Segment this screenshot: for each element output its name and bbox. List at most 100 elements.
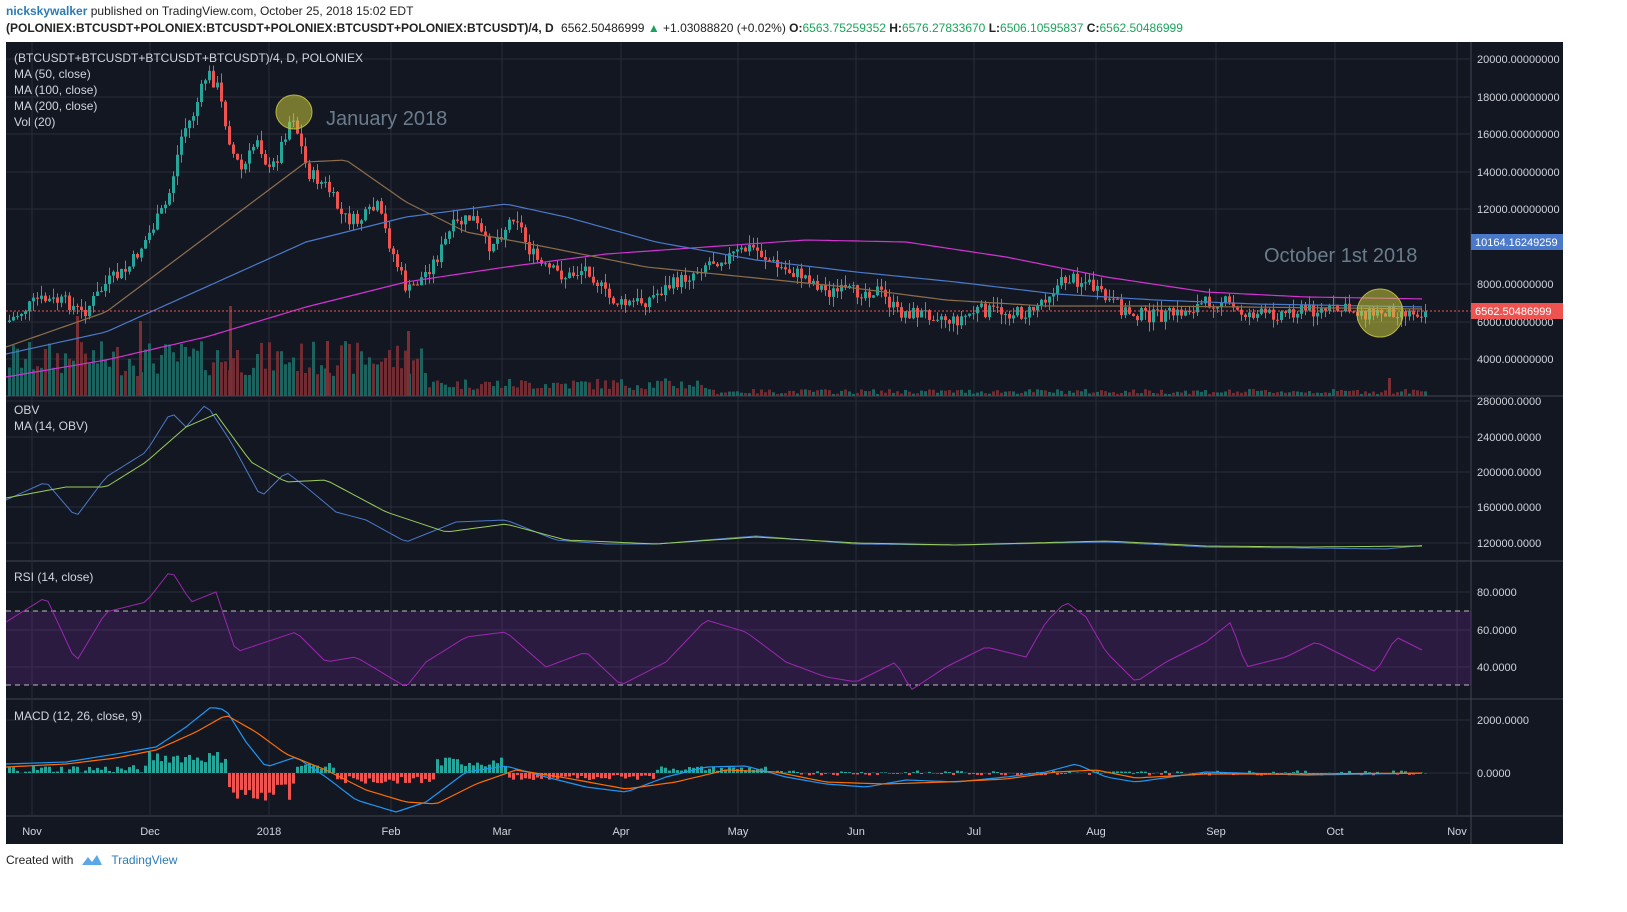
candle-body — [112, 271, 115, 276]
candle-body — [100, 290, 103, 292]
macd-histogram-bar — [552, 773, 555, 778]
candle-body — [68, 295, 71, 310]
annotation-january[interactable]: January 2018 — [326, 108, 448, 130]
y-axis-label: 40.0000 — [1477, 662, 1517, 674]
candle-body — [668, 285, 671, 289]
macd-histogram-bar — [1064, 773, 1067, 774]
footer: Created with TradingView — [6, 853, 177, 867]
candle-body — [132, 253, 135, 267]
macd-histogram-bar — [144, 765, 147, 773]
macd-histogram-bar — [680, 770, 683, 773]
candle-body — [968, 313, 971, 316]
candle-body — [692, 273, 695, 281]
legend-volume[interactable]: Vol (20) — [14, 115, 56, 129]
volume-bar — [1288, 392, 1291, 396]
macd-histogram-bar — [904, 772, 907, 773]
annotation-october[interactable]: October 1st 2018 — [1264, 245, 1418, 267]
candle-body — [16, 315, 19, 317]
volume-bar — [776, 393, 779, 396]
volume-bar — [244, 374, 247, 396]
candle-body — [480, 223, 483, 232]
y-axis-label: 18000.00000000 — [1477, 92, 1560, 104]
volume-bar — [1320, 393, 1323, 396]
volume-bar — [392, 367, 395, 396]
candle-body — [932, 320, 935, 322]
volume-bar — [264, 368, 267, 396]
candle-body — [672, 277, 675, 289]
volume-bar — [340, 345, 343, 396]
macd-histogram-bar — [304, 764, 307, 773]
macd-histogram-bar — [408, 773, 411, 783]
volume-bar — [572, 380, 575, 396]
macd-histogram-bar — [1096, 771, 1099, 773]
macd-histogram-bar — [564, 773, 567, 777]
macd-histogram-bar — [580, 773, 583, 776]
legend-obv-ma[interactable]: MA (14, OBV) — [14, 419, 89, 433]
macd-histogram-bar — [792, 770, 795, 773]
macd-histogram-bar — [612, 773, 615, 776]
author-link[interactable]: nickskywalker — [6, 4, 88, 18]
legend-rsi[interactable]: RSI (14, close) — [14, 570, 94, 584]
volume-bar — [1008, 391, 1011, 396]
macd-histogram-bar — [556, 773, 559, 779]
volume-bar — [520, 380, 523, 396]
legend-symbol[interactable]: (BTCUSDT+BTCUSDT+BTCUSDT+BTCUSDT)/4, D, … — [14, 51, 364, 65]
y-axis-label: 14000.00000000 — [1477, 167, 1560, 179]
chart-canvas[interactable]: Nov Dec 2018 Feb Mar Apr May Jun Jul Aug Sep Oct Nov… — [6, 42, 1563, 844]
candle-body — [1148, 310, 1151, 323]
volume-bar — [1024, 391, 1027, 396]
candle-body — [532, 248, 535, 255]
candle-body — [236, 153, 239, 160]
macd-histogram-bar — [996, 771, 999, 773]
candle-body — [944, 316, 947, 321]
chart-svg[interactable]: Nov Dec 2018 Feb Mar Apr May Jun Jul Aug Sep Oct Nov… — [6, 42, 1563, 844]
candle-body — [392, 248, 395, 255]
candle-body — [680, 274, 683, 288]
macd-histogram-bar — [168, 762, 171, 773]
candle-body — [348, 213, 351, 225]
candle-body — [1212, 307, 1215, 309]
volume-bar — [660, 381, 663, 396]
candle-body — [412, 284, 415, 286]
volume-bar — [396, 345, 399, 396]
candle-body — [488, 236, 491, 252]
volume-bar — [1180, 392, 1183, 396]
legend-ma50[interactable]: MA (50, close) — [14, 67, 91, 81]
volume-bar — [212, 362, 215, 396]
macd-histogram-bar — [988, 773, 991, 775]
macd-histogram-bar — [12, 767, 15, 773]
candle-body — [432, 259, 435, 275]
candle-body — [716, 263, 719, 267]
candle-body — [1216, 307, 1219, 309]
legend-ma200[interactable]: MA (200, close) — [14, 99, 98, 113]
candle-body — [252, 146, 255, 151]
volume-bar — [732, 391, 735, 396]
volume-bar — [204, 370, 207, 396]
macd-histogram-bar — [628, 773, 631, 777]
candle-body — [456, 219, 459, 221]
volume-bar — [1352, 390, 1355, 396]
volume-bar — [1140, 393, 1143, 396]
volume-bar — [188, 356, 191, 396]
obv-line — [6, 405, 1423, 550]
legend-macd[interactable]: MACD (12, 26, close, 9) — [14, 709, 143, 723]
volume-bar — [280, 351, 283, 396]
volume-bar — [208, 375, 211, 396]
volume-bar — [172, 352, 175, 396]
tradingview-link[interactable]: TradingView — [111, 853, 178, 867]
legend-obv[interactable]: OBV — [14, 403, 40, 417]
candle-body — [1136, 315, 1139, 321]
macd-histogram-bar — [48, 766, 51, 773]
candle-body — [848, 285, 851, 288]
volume-bar — [1060, 390, 1063, 396]
candle-body — [868, 291, 871, 298]
legend-ma100[interactable]: MA (100, close) — [14, 83, 98, 97]
candle-body — [164, 204, 167, 209]
volume-bar — [108, 366, 111, 396]
macd-histogram-bar — [112, 772, 115, 773]
candle-body — [472, 216, 475, 221]
candle-body — [1056, 285, 1059, 294]
macd-histogram-bar — [960, 771, 963, 773]
macd-histogram-bar — [216, 751, 219, 773]
last-price-tag-text: 6562.50486999 — [1475, 306, 1551, 318]
